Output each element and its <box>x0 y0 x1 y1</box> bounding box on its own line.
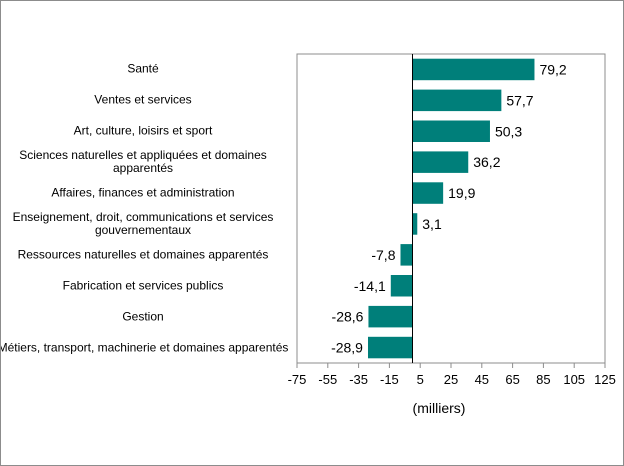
bar-10 <box>367 336 413 359</box>
category-label-1: Santé <box>127 61 159 76</box>
bar-1 <box>412 58 535 81</box>
value-label-10: -28,9 <box>331 340 363 356</box>
category-label-4: Sciences naturelles et appliquées et dom… <box>19 148 267 176</box>
value-label-9: -28,6 <box>332 309 364 325</box>
x-tick-label-5: 5 <box>417 372 424 387</box>
x-tick-label-3: -35 <box>349 372 368 387</box>
x-tick-label-7: 45 <box>475 372 489 387</box>
bar-6 <box>412 213 418 235</box>
bar-2 <box>412 89 502 112</box>
bar-8 <box>390 275 413 297</box>
x-axis-title: (milliers) <box>413 400 466 416</box>
x-tick-label-10: 105 <box>563 372 585 387</box>
bar-7 <box>400 244 413 266</box>
category-label-3: Art, culture, loisirs et sport <box>73 123 213 138</box>
category-label-2: Ventes et services <box>94 92 192 107</box>
value-label-7: -7,8 <box>371 247 395 263</box>
value-label-8: -14,1 <box>354 278 386 294</box>
x-tick-label-9: 85 <box>536 372 550 387</box>
value-label-2: 57,7 <box>506 92 533 108</box>
category-label-9: Gestion <box>122 309 164 324</box>
x-tick-label-6: 25 <box>444 372 458 387</box>
value-label-1: 79,2 <box>539 61 566 77</box>
x-tick-label-11: 125 <box>594 372 616 387</box>
value-label-3: 50,3 <box>495 123 522 139</box>
category-label-10: Métiers, transport, machinerie et domain… <box>0 340 289 355</box>
bar-9 <box>368 305 413 328</box>
x-tick-label-1: -75 <box>288 372 307 387</box>
value-label-4: 36,2 <box>473 154 500 170</box>
x-tick-label-8: 65 <box>505 372 519 387</box>
x-tick-label-2: -55 <box>318 372 337 387</box>
category-label-7: Ressources naturelles et domaines appare… <box>17 247 269 262</box>
value-label-5: 19,9 <box>448 185 475 201</box>
bar-5 <box>412 182 444 204</box>
x-tick-label-4: -15 <box>380 372 399 387</box>
category-label-8: Fabrication et services publics <box>62 278 224 293</box>
category-label-5: Affaires, finances et administration <box>51 185 235 200</box>
category-label-6: Enseignement, droit, communications et s… <box>12 209 274 237</box>
value-label-6: 3,1 <box>422 216 442 232</box>
bar-3 <box>412 120 490 142</box>
bar-4 <box>412 151 469 173</box>
